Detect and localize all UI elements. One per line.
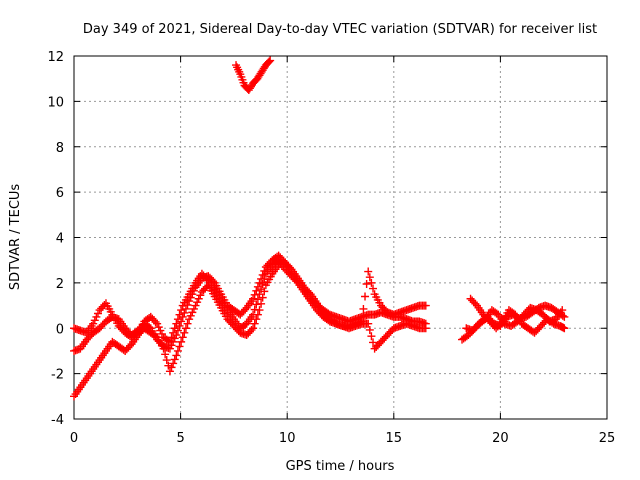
data-point: [193, 298, 202, 307]
y-tick-label: 12: [47, 50, 64, 65]
data-point: [560, 312, 569, 321]
data-point: [258, 280, 267, 289]
data-point: [173, 346, 182, 355]
x-tick-label: 10: [279, 431, 296, 446]
data-point: [169, 328, 178, 337]
data-point: [183, 319, 192, 328]
data-point: [151, 318, 160, 327]
y-tick-label: 4: [56, 232, 64, 247]
data-point: [175, 310, 184, 319]
chart-title: Day 349 of 2021, Sidereal Day-to-day VTE…: [83, 22, 597, 37]
data-point: [361, 292, 370, 301]
data-point: [172, 351, 181, 360]
data-point: [181, 324, 190, 333]
data-point: [177, 306, 186, 315]
series-track-3: [70, 256, 430, 346]
data-point: [165, 367, 174, 376]
data-point: [266, 56, 275, 65]
data-point: [92, 312, 101, 321]
data-point: [178, 333, 187, 342]
data-point: [364, 267, 373, 276]
y-tick-label: 0: [56, 322, 64, 337]
data-point: [196, 291, 205, 300]
data-point: [260, 274, 269, 283]
series-track-7: [462, 303, 567, 335]
y-tick-label: 2: [56, 277, 64, 292]
data-point: [185, 315, 194, 324]
data-point: [154, 323, 163, 332]
data-point: [367, 278, 376, 287]
data-point: [253, 295, 262, 304]
data-point: [175, 342, 184, 351]
data-point: [421, 301, 430, 310]
data-point: [167, 341, 176, 350]
data-point: [167, 363, 176, 372]
data-point: [170, 355, 179, 364]
data-point: [89, 319, 98, 328]
series-track-4: [232, 56, 275, 95]
x-tick-label: 15: [386, 431, 403, 446]
data-points: [70, 56, 569, 401]
axis-ticks: 0 5 10 15 20 25 -4 -2 0 2 4 6 8 10 12: [47, 50, 615, 446]
data-point: [93, 309, 102, 318]
x-tick-label: 0: [70, 431, 78, 446]
data-point: [161, 350, 170, 359]
data-point: [191, 301, 200, 310]
data-point: [194, 294, 203, 303]
data-point: [170, 324, 179, 333]
data-point: [157, 329, 166, 338]
data-point: [165, 337, 174, 346]
y-tick-label: -2: [51, 368, 64, 383]
data-point: [250, 319, 259, 328]
y-tick-label: 6: [56, 186, 64, 201]
data-point: [255, 290, 264, 299]
data-point: [177, 337, 186, 346]
data-point: [421, 324, 430, 333]
data-point: [173, 315, 182, 324]
data-point: [359, 304, 368, 313]
data-point: [169, 359, 178, 368]
data-point: [249, 324, 258, 333]
data-point: [156, 326, 165, 335]
data-point: [365, 325, 374, 334]
x-tick-label: 5: [176, 431, 184, 446]
series-track-6: [466, 294, 569, 337]
data-point: [357, 317, 366, 326]
data-point: [162, 356, 171, 365]
y-tick-label: 8: [56, 141, 64, 156]
data-point: [367, 332, 376, 341]
data-point: [249, 310, 258, 319]
data-point: [362, 280, 371, 289]
data-point: [247, 325, 256, 334]
data-point: [189, 304, 198, 313]
data-point: [188, 308, 197, 317]
data-point: [257, 285, 266, 294]
y-axis-label: SDTVAR / TECUs: [8, 184, 23, 291]
data-point: [250, 305, 259, 314]
y-tick-label: 10: [47, 95, 64, 110]
data-point: [180, 328, 189, 337]
data-point: [364, 319, 373, 328]
data-point: [159, 344, 168, 353]
data-point: [252, 300, 261, 309]
data-point: [558, 306, 567, 315]
data-point: [369, 284, 378, 293]
grid: [74, 56, 607, 419]
data-point: [90, 316, 99, 325]
data-point: [186, 311, 195, 320]
x-tick-label: 20: [492, 431, 509, 446]
data-point: [560, 324, 569, 333]
data-point: [369, 338, 378, 347]
data-point: [167, 333, 176, 342]
y-tick-label: -4: [51, 413, 64, 428]
data-point: [365, 273, 374, 282]
x-axis-label: GPS time / hours: [286, 459, 395, 474]
x-tick-label: 25: [599, 431, 616, 446]
data-point: [153, 319, 162, 328]
data-point: [265, 57, 274, 66]
data-point: [172, 319, 181, 328]
